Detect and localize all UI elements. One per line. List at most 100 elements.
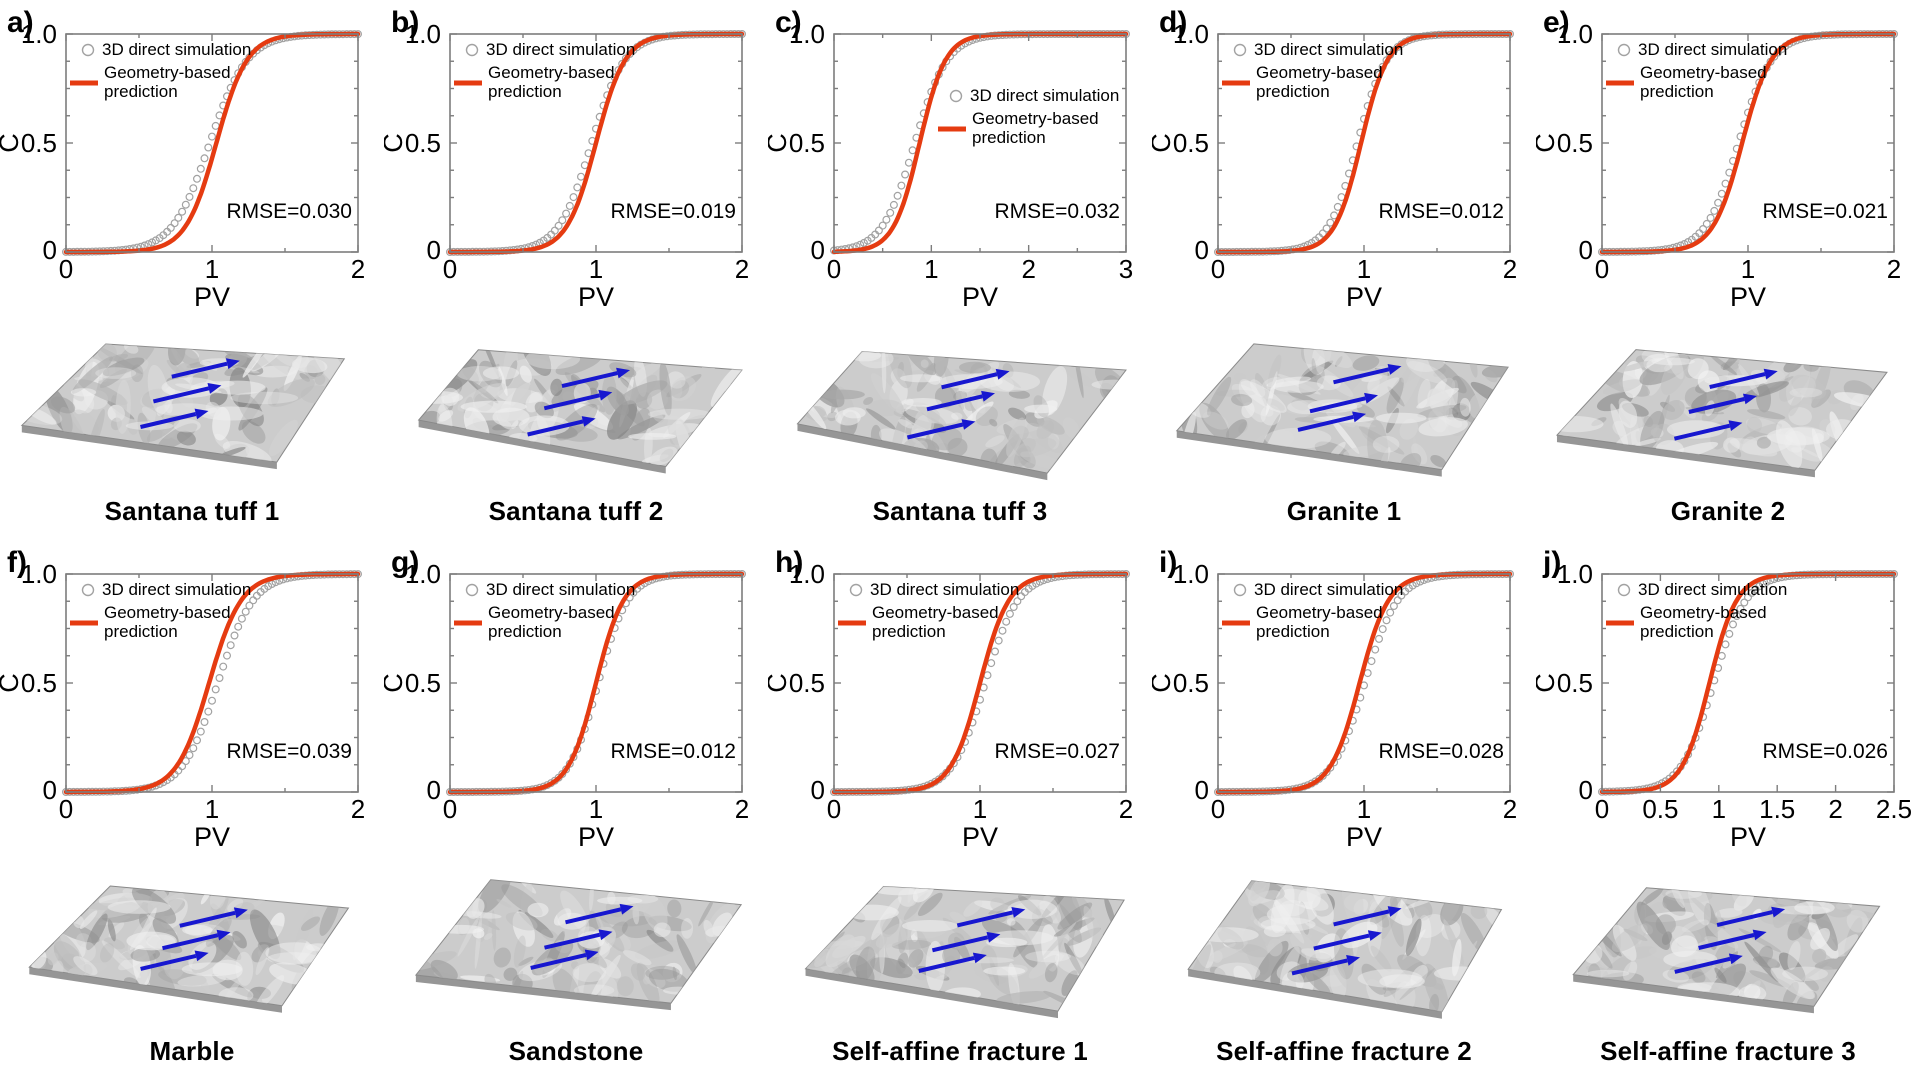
flow-arrow — [1333, 909, 1390, 927]
flow-arrow — [162, 933, 219, 951]
y-tick-label: 0.5 — [21, 668, 57, 698]
flow-direction-arrows — [527, 367, 630, 437]
flow-arrow-head-icon — [1743, 393, 1757, 405]
panel-h: 0 1 2 0 0.5 1.0 PV Ch) 3D direct simulation Geome… — [768, 540, 1152, 1080]
x-axis-label: PV — [578, 282, 614, 312]
legend-prediction-label-line1: Geometry-based — [1640, 603, 1767, 622]
y-tick-label: 0 — [1579, 775, 1593, 805]
flow-arrow-head-icon — [1364, 392, 1378, 404]
y-tick-label: 0.5 — [405, 668, 441, 698]
y-tick-label: 1.0 — [1173, 559, 1209, 589]
legend: 3D direct simulation Geometry-basedpredic… — [454, 40, 635, 101]
flow-arrow-head-icon — [619, 903, 634, 915]
flow-arrow-head-icon — [972, 952, 987, 964]
y-tick-label: 0.5 — [1557, 668, 1593, 698]
legend-prediction-label-line2: prediction — [488, 622, 562, 641]
legend-prediction-label-line2: prediction — [972, 128, 1046, 147]
y-tick-label: 0 — [427, 775, 441, 805]
x-tick-label: 2 — [735, 254, 749, 284]
panel-letter: j) — [1542, 546, 1561, 579]
specimen-label: Santana tuff 3 — [872, 496, 1048, 526]
flow-direction-arrows — [530, 903, 634, 970]
y-tick-label: 1.0 — [21, 19, 57, 49]
x-tick-label: 1 — [924, 254, 938, 284]
surface-edge-shadow — [1556, 435, 1815, 478]
legend: 3D direct simulation Geometry-basedpredic… — [938, 86, 1119, 147]
panel-d: 0 1 2 0 0.5 1.0 PV Cd) 3D direct simulation Geome… — [1152, 0, 1536, 540]
fracture-surface-image — [414, 879, 743, 1011]
axis-ticks — [1217, 573, 1511, 793]
panel-letter: b) — [391, 6, 419, 39]
axis-ticks — [833, 33, 1127, 253]
flow-arrow-head-icon — [616, 367, 630, 379]
panel-letter: h) — [775, 546, 803, 579]
x-tick-label: 2 — [1503, 254, 1517, 284]
x-axis-label: PV — [962, 822, 998, 852]
axis-ticks — [1601, 33, 1895, 253]
panel-c: 0 1 2 3 0 0.5 1.0 PV Cc) 3D direct simulation Geom… — [768, 0, 1152, 540]
legend: 3D direct simulation Geometry-basedpredic… — [1606, 40, 1787, 101]
y-tick-label: 0.5 — [1173, 128, 1209, 158]
legend-simulation-label: 3D direct simulation — [102, 580, 251, 599]
flow-arrow — [1297, 414, 1354, 432]
surface-texture — [418, 349, 742, 466]
flow-arrow — [1674, 956, 1731, 974]
flow-direction-arrows — [1673, 368, 1778, 441]
flow-arrow — [956, 910, 1014, 928]
legend-simulation-label: 3D direct simulation — [486, 40, 635, 59]
legend-prediction-label-line2: prediction — [872, 622, 946, 641]
specimen-label: Sandstone — [508, 1036, 644, 1066]
specimen-label: Granite 1 — [1286, 496, 1402, 526]
breakthrough-plot: 0 1 2 0 0.5 1.0 PV Ce) 3D direct simulation Geome… — [1536, 6, 1901, 312]
x-axis-label: PV — [1730, 822, 1766, 852]
flow-arrow-head-icon — [207, 383, 222, 394]
flow-direction-arrows — [140, 358, 240, 429]
y-tick-label: 1.0 — [405, 559, 441, 589]
y-tick-label: 1.0 — [789, 19, 825, 49]
flow-arrow — [1333, 367, 1390, 385]
x-tick-label: 1 — [1357, 794, 1371, 824]
open-circle-marker-icon — [1617, 43, 1631, 57]
specimen-label: Self-affine fracture 3 — [1600, 1036, 1856, 1066]
legend-prediction-label-line1: Geometry-based — [1256, 603, 1383, 622]
flow-arrow-head-icon — [995, 368, 1010, 380]
flow-arrow — [565, 907, 622, 925]
flow-arrow — [543, 393, 601, 411]
y-tick-label: 1.0 — [1557, 19, 1593, 49]
flow-arrow-head-icon — [1352, 411, 1366, 423]
y-tick-label: 1.0 — [21, 559, 57, 589]
flow-arrow — [527, 419, 584, 437]
flow-arrow — [530, 952, 587, 970]
x-tick-label: 0 — [59, 794, 73, 824]
y-axis-label: C — [384, 133, 408, 153]
surface-texture — [1188, 880, 1502, 1012]
x-tick-label: 1 — [1741, 254, 1755, 284]
flow-arrow-head-icon — [233, 907, 248, 919]
legend-prediction-label-line2: prediction — [1256, 622, 1330, 641]
x-tick-label: 3 — [1119, 254, 1133, 284]
legend-simulation-label: 3D direct simulation — [970, 86, 1119, 105]
surface-edge-shadow — [21, 425, 277, 470]
flow-arrow — [926, 394, 983, 412]
y-tick-label: 0 — [1579, 235, 1593, 265]
flow-arrow — [906, 422, 964, 440]
open-circle-marker-icon — [1233, 583, 1247, 597]
legend: 3D direct simulation Geometry-basedpredic… — [838, 580, 1019, 641]
flow-direction-arrows — [918, 907, 1026, 973]
flow-arrow — [152, 386, 210, 404]
open-circle-marker-icon — [81, 43, 95, 57]
open-circle-marker-icon — [1233, 43, 1247, 57]
flow-arrow — [140, 953, 197, 971]
surface-edge-shadow — [797, 423, 1048, 481]
legend: 3D direct simulation Geometry-basedpredic… — [454, 580, 635, 641]
surface-texture — [805, 886, 1116, 1010]
rmse-annotation: RMSE=0.039 — [227, 740, 353, 763]
flow-arrow — [544, 932, 601, 950]
open-circle-marker-icon — [81, 583, 95, 597]
panel-f: 0 1 2 0 0.5 1.0 PV Cf) 3D direct simulation Geome… — [0, 540, 384, 1080]
breakthrough-plot: 0 1 2 0 0.5 1.0 PV Cb) 3D direct simulation Geome… — [384, 6, 749, 312]
legend-prediction-label-line1: Geometry-based — [488, 603, 615, 622]
panel-i: 0 1 2 0 0.5 1.0 PV Ci) 3D direct simulation Geome… — [1152, 540, 1536, 1080]
panel-letter: c) — [775, 6, 802, 39]
panel-letter: a) — [7, 6, 34, 39]
